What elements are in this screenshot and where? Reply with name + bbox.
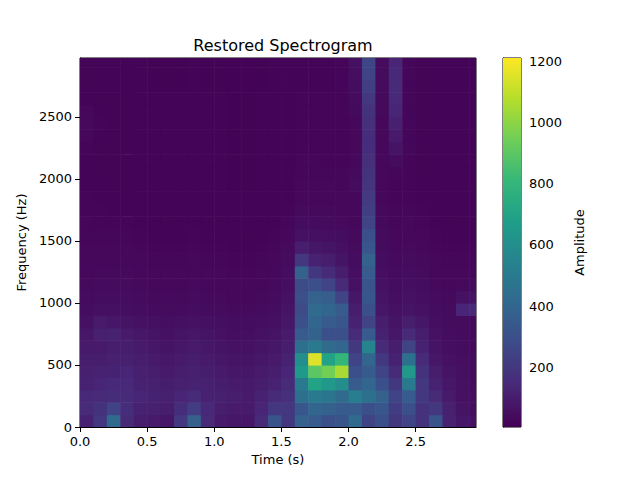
svg-text:600: 600: [529, 237, 554, 252]
svg-text:200: 200: [529, 360, 554, 375]
svg-text:1000: 1000: [39, 295, 72, 310]
svg-text:1000: 1000: [529, 115, 562, 130]
svg-text:Amplitude: Amplitude: [572, 209, 587, 276]
svg-text:1500: 1500: [39, 233, 72, 248]
svg-text:0.0: 0.0: [70, 434, 91, 449]
svg-text:Time (s): Time (s): [251, 452, 305, 467]
svg-text:0: 0: [64, 420, 72, 435]
svg-text:Restored Spectrogram: Restored Spectrogram: [193, 36, 372, 55]
svg-text:2000: 2000: [39, 171, 72, 186]
svg-text:2.5: 2.5: [405, 434, 426, 449]
svg-text:2.0: 2.0: [338, 434, 359, 449]
svg-text:1.0: 1.0: [204, 434, 225, 449]
svg-text:800: 800: [529, 176, 554, 191]
svg-text:500: 500: [47, 357, 72, 372]
svg-text:400: 400: [529, 299, 554, 314]
svg-text:0.5: 0.5: [137, 434, 158, 449]
svg-text:1200: 1200: [529, 54, 562, 69]
svg-text:2500: 2500: [39, 109, 72, 124]
svg-text:1.5: 1.5: [271, 434, 292, 449]
svg-text:Frequency (Hz): Frequency (Hz): [14, 193, 29, 291]
